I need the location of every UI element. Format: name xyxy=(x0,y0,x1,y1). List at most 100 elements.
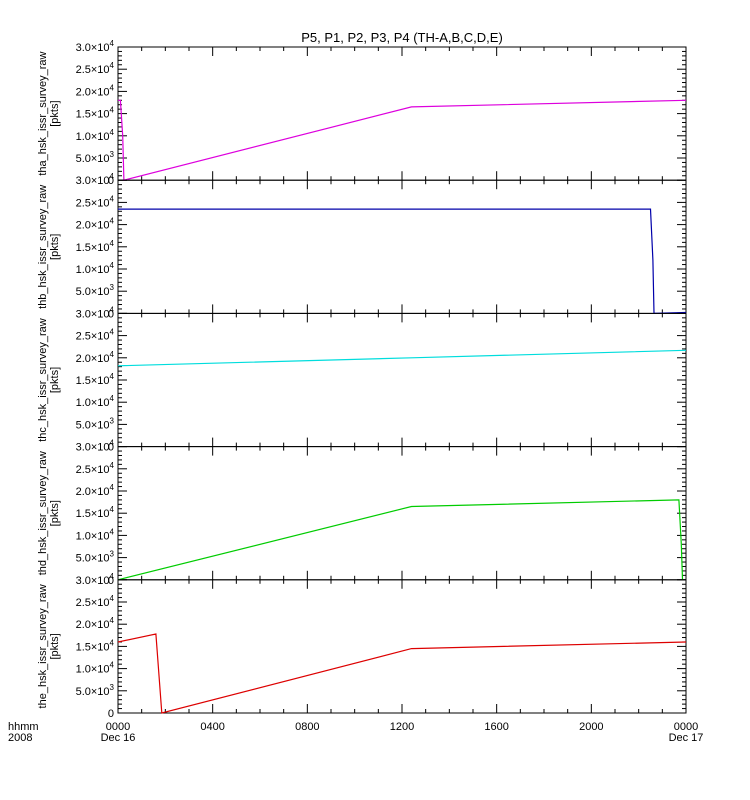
y-tick-mantissa: 1.5×10 xyxy=(76,109,110,121)
y-tick-label: 0 xyxy=(108,575,114,587)
y-tick-label: 1.5×104 xyxy=(76,505,115,520)
y-tick-exponent: 4 xyxy=(110,372,115,381)
x-tick-date-label: Dec 16 xyxy=(101,732,136,744)
y-tick-mantissa: 2.0×10 xyxy=(76,220,110,232)
series-line-4 xyxy=(117,499,684,581)
y-tick-label: 1.5×104 xyxy=(76,106,115,121)
x-tick-date-label: Dec 17 xyxy=(669,732,704,744)
y-tick-label: 2.5×104 xyxy=(76,61,115,76)
y-tick-mantissa: 2.5×10 xyxy=(76,597,110,609)
y-tick-mantissa: 0 xyxy=(108,575,114,587)
y-tick-mantissa: 2.5×10 xyxy=(76,197,110,209)
y-tick-exponent: 4 xyxy=(110,217,115,226)
y-tick-label: 1.0×104 xyxy=(76,527,115,542)
x-tick-label: 0000 xyxy=(674,721,698,733)
y-tick-label: 1.0×104 xyxy=(76,261,115,276)
panel-frame xyxy=(117,579,687,714)
y-tick-label: 5.0×103 xyxy=(76,283,115,298)
y-tick-mantissa: 3.0×10 xyxy=(76,42,110,54)
y-tick-exponent: 4 xyxy=(110,572,115,581)
y-tick-label: 1.0×104 xyxy=(76,394,115,409)
time-label-year: 2008 xyxy=(8,732,32,744)
y-tick-label: 2.0×104 xyxy=(76,83,115,98)
y-tick-label: 2.0×104 xyxy=(76,350,115,365)
y-tick-exponent: 4 xyxy=(110,305,115,314)
y-tick-mantissa: 0 xyxy=(108,175,114,187)
y-tick-mantissa: 5.0×10 xyxy=(76,419,110,431)
panel-frame xyxy=(117,179,687,314)
y-tick-exponent: 4 xyxy=(110,39,115,48)
panel-3: 05.0×1031.0×1041.5×1042.0×1042.5×1043.0×… xyxy=(37,305,687,454)
y-axis-label: thb_hsk_issr_survey_raw xyxy=(37,185,49,309)
y-tick-exponent: 4 xyxy=(110,616,115,625)
y-tick-mantissa: 0 xyxy=(108,308,114,320)
y-tick-exponent: 4 xyxy=(110,61,115,70)
y-tick-exponent: 4 xyxy=(110,172,115,181)
y-tick-mantissa: 2.5×10 xyxy=(76,464,110,476)
y-tick-mantissa: 1.5×10 xyxy=(76,508,110,520)
y-tick-exponent: 4 xyxy=(110,328,115,337)
y-tick-mantissa: 2.0×10 xyxy=(76,353,110,365)
y-tick-label: 2.0×104 xyxy=(76,616,115,631)
y-tick-exponent: 4 xyxy=(110,661,115,670)
panel-5: 05.0×1031.0×1041.5×1042.0×1042.5×1043.0×… xyxy=(37,572,687,720)
series-line-2 xyxy=(118,208,687,315)
time-label-hhmm: hhmm xyxy=(8,721,39,733)
y-tick-label: 3.0×104 xyxy=(76,172,115,187)
y-tick-exponent: 4 xyxy=(110,439,115,448)
y-tick-label: 3.0×104 xyxy=(76,39,115,54)
y-tick-mantissa: 3.0×10 xyxy=(76,175,110,187)
y-tick-mantissa: 1.0×10 xyxy=(76,264,110,276)
y-tick-label: 2.5×104 xyxy=(76,194,115,209)
y-tick-exponent: 4 xyxy=(110,483,115,492)
y-tick-mantissa: 1.5×10 xyxy=(76,641,110,653)
y-tick-exponent: 4 xyxy=(110,594,115,603)
series-line-5 xyxy=(117,633,687,714)
y-tick-label: 5.0×103 xyxy=(76,683,115,698)
y-axis-unit: [pkts] xyxy=(49,633,61,659)
y-tick-mantissa: 2.0×10 xyxy=(76,486,110,498)
y-tick-label: 5.0×103 xyxy=(76,550,115,565)
series-line-1 xyxy=(118,99,687,181)
y-tick-exponent: 3 xyxy=(110,550,115,559)
y-axis-unit: [pkts] xyxy=(49,234,61,260)
y-tick-exponent: 4 xyxy=(110,505,115,514)
y-tick-label: 1.5×104 xyxy=(76,372,115,387)
y-tick-mantissa: 3.0×10 xyxy=(76,575,110,587)
x-tick-label: 2000 xyxy=(579,721,603,733)
y-tick-exponent: 4 xyxy=(110,83,115,92)
y-tick-label: 1.5×104 xyxy=(76,638,115,653)
y-tick-label: 2.5×104 xyxy=(76,328,115,343)
y-tick-exponent: 4 xyxy=(110,106,115,115)
panel-1: 05.0×1031.0×1041.5×1042.0×1042.5×1043.0×… xyxy=(37,39,687,187)
y-tick-label: 5.0×103 xyxy=(76,150,115,165)
y-tick-label: 3.0×104 xyxy=(76,305,115,320)
y-tick-exponent: 4 xyxy=(110,394,115,403)
panel-4: 05.0×1031.0×1041.5×1042.0×1042.5×1043.0×… xyxy=(37,439,687,587)
y-tick-label: 0 xyxy=(108,708,114,720)
series-line-3 xyxy=(117,349,687,367)
y-axis-unit: [pkts] xyxy=(49,367,61,393)
y-tick-label: 2.0×104 xyxy=(76,217,115,232)
y-tick-exponent: 4 xyxy=(110,261,115,270)
y-tick-exponent: 4 xyxy=(110,239,115,248)
y-tick-label: 0 xyxy=(108,442,114,454)
y-tick-mantissa: 0 xyxy=(108,442,114,454)
y-tick-mantissa: 5.0×10 xyxy=(76,286,110,298)
y-tick-label: 3.0×104 xyxy=(76,439,115,454)
y-tick-label: 2.0×104 xyxy=(76,483,115,498)
y-tick-mantissa: 2.5×10 xyxy=(76,331,110,343)
y-tick-mantissa: 1.0×10 xyxy=(76,664,110,676)
x-tick-label: 0000 xyxy=(106,721,130,733)
y-tick-mantissa: 2.5×10 xyxy=(76,64,110,76)
x-tick-label: 0400 xyxy=(200,721,224,733)
y-tick-exponent: 3 xyxy=(110,683,115,692)
y-tick-label: 0 xyxy=(108,175,114,187)
y-tick-mantissa: 3.0×10 xyxy=(76,442,110,454)
y-tick-exponent: 4 xyxy=(110,194,115,203)
y-tick-mantissa: 1.0×10 xyxy=(76,397,110,409)
y-tick-mantissa: 5.0×10 xyxy=(76,153,110,165)
y-axis-unit: [pkts] xyxy=(49,500,61,526)
panel-frame xyxy=(117,312,687,448)
